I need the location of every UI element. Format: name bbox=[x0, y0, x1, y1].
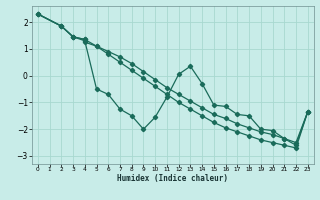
X-axis label: Humidex (Indice chaleur): Humidex (Indice chaleur) bbox=[117, 174, 228, 183]
